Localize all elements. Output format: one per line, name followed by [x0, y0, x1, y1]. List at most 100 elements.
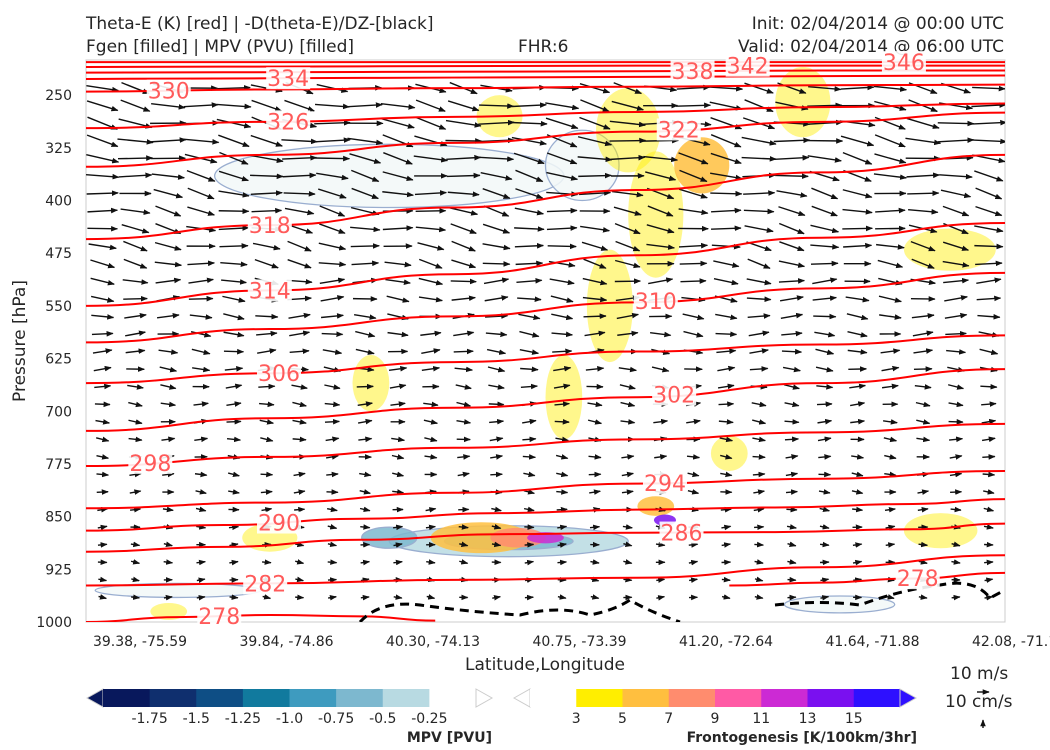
- wind-vector: [842, 189, 873, 199]
- wind-vector: [881, 365, 900, 372]
- wind-vector: [907, 190, 940, 197]
- theta-e-label-346: 346: [883, 51, 925, 76]
- wind-vector: [258, 383, 276, 390]
- wind-vector: [491, 541, 502, 548]
- wind-vector: [775, 173, 809, 180]
- x-tick-label: 42.08, -71.11: [972, 634, 1050, 650]
- theta-e-label-bg: [256, 361, 301, 384]
- wind-vector: [616, 312, 639, 320]
- wind-vector: [292, 401, 307, 408]
- colorbar-segment: [715, 689, 762, 707]
- wind-vector: [120, 208, 151, 215]
- wind-vector: [229, 542, 239, 548]
- wind-vector: [546, 225, 578, 231]
- wind-vector: [360, 524, 371, 530]
- theta-e-label-294: 294: [644, 472, 686, 497]
- wind-vector: [852, 542, 863, 548]
- wind-vector: [423, 419, 439, 425]
- wind-vector: [842, 225, 873, 232]
- wind-vector: [585, 366, 605, 372]
- wind-vector: [421, 365, 441, 372]
- wind-vector: [229, 594, 239, 600]
- wind-vector: [621, 489, 634, 495]
- wind-vector: [523, 506, 535, 513]
- wind-vector: [524, 542, 535, 548]
- wind-vector: [261, 507, 273, 513]
- wind-vector: [318, 188, 347, 199]
- wind-vector: [556, 471, 569, 478]
- wind-vector: [382, 171, 414, 182]
- wind-vector: [318, 261, 347, 268]
- wind-vector: [874, 134, 906, 148]
- wind-vector: [355, 330, 376, 338]
- wind-vector: [228, 524, 240, 531]
- wind-vector: [687, 471, 700, 478]
- wind-vector: [419, 258, 443, 269]
- wind-vector: [282, 155, 318, 161]
- wind-vector: [229, 559, 239, 566]
- wind-vector: [552, 348, 573, 355]
- theta-e-contour-layer: [86, 61, 1005, 622]
- wind-vector: [158, 349, 179, 355]
- wind-vector: [326, 471, 339, 478]
- wind-vector: [187, 206, 216, 216]
- wind-vector: [314, 120, 351, 126]
- wind-vector: [884, 506, 896, 513]
- wind-vector: [577, 136, 613, 147]
- wind-vector: [551, 313, 574, 321]
- theta-e-contour-286: [86, 522, 1005, 553]
- wind-vector: [754, 541, 765, 548]
- theta-e-contour-342: [86, 64, 1005, 69]
- wind-vector: [129, 489, 142, 495]
- wind-vector: [879, 314, 902, 320]
- wind-vector: [250, 173, 284, 180]
- wind-vector: [721, 542, 732, 548]
- wind-vector: [91, 330, 114, 337]
- wind-vector: [589, 524, 601, 531]
- theta-e-label-302: 302: [653, 383, 695, 408]
- wind-vector: [650, 331, 672, 338]
- wind-vector: [316, 83, 349, 93]
- wind-vector: [688, 559, 699, 566]
- wind-vector: [786, 524, 797, 530]
- wind-vector: [877, 259, 904, 269]
- wind-vector: [391, 454, 405, 460]
- wind-vector: [709, 85, 744, 92]
- wind-vector: [557, 594, 567, 600]
- wind-vector: [128, 436, 143, 443]
- theta-e-label-342: 342: [727, 55, 769, 80]
- wind-vector: [519, 349, 540, 355]
- colorbar-tick-label: -1.25: [225, 711, 261, 727]
- wind-vector: [623, 559, 633, 565]
- wind-vector: [746, 296, 772, 303]
- colorbar-segment: [576, 689, 623, 707]
- colorbar-segment: [668, 689, 716, 707]
- x-axis-label: Latitude,Longitude: [465, 655, 625, 675]
- wind-vector: [948, 419, 964, 425]
- wind-vector: [91, 314, 115, 320]
- wind-vector: [646, 224, 675, 234]
- frontogenesis-colorbar: [512, 688, 918, 708]
- wind-vector: [618, 366, 637, 373]
- wind-vector: [778, 206, 806, 217]
- wind-vector: [583, 258, 607, 269]
- colorbar-tick-label: -1.5: [183, 711, 210, 727]
- wind-vector: [752, 419, 767, 425]
- wind-vector: [415, 226, 447, 233]
- colorbar-segment: [103, 689, 151, 707]
- wind-vector: [488, 384, 505, 390]
- wind-vector: [511, 120, 548, 127]
- wind-vector: [778, 260, 806, 268]
- wind-vector: [488, 401, 505, 408]
- wind-vector: [721, 524, 732, 531]
- wind-vector: [478, 119, 515, 126]
- theta-e-label-layer: 2782782822862902942983023063103143183223…: [128, 51, 940, 630]
- wind-vector: [880, 348, 901, 354]
- wind-vector: [590, 559, 600, 565]
- colorbar-segment: [336, 689, 384, 707]
- wind-vector: [918, 559, 928, 565]
- wind-vector: [711, 207, 742, 214]
- wind-vector: [754, 594, 764, 600]
- wind-vector: [218, 134, 250, 148]
- wind-vector: [389, 383, 407, 390]
